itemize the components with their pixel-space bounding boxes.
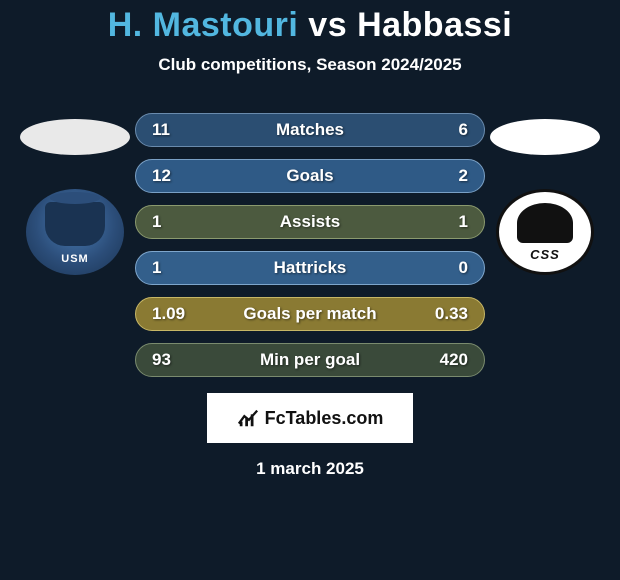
left-side	[15, 113, 135, 275]
stat-left-value: 11	[152, 120, 194, 140]
stat-left-value: 1.09	[152, 304, 194, 324]
stat-row: 1.09 Goals per match 0.33	[135, 297, 485, 331]
club-crest-right	[496, 189, 594, 275]
stat-label: Hattricks	[274, 258, 347, 278]
branding-badge: FcTables.com	[207, 393, 413, 443]
player2-silhouette	[490, 119, 600, 155]
vs-text: vs	[308, 6, 347, 44]
stat-row: 1 Hattricks 0	[135, 251, 485, 285]
stat-right-value: 6	[426, 120, 468, 140]
stat-right-value: 0	[426, 258, 468, 278]
crest-right-icon	[517, 203, 573, 243]
stat-label: Assists	[280, 212, 340, 232]
club-crest-left	[26, 189, 124, 275]
stat-left-value: 12	[152, 166, 194, 186]
stat-right-value: 420	[426, 350, 468, 370]
page-title: H. Mastouri vs Habbassi	[0, 6, 620, 45]
crest-left-icon	[45, 202, 105, 246]
player1-silhouette	[20, 119, 130, 155]
stat-row: 11 Matches 6	[135, 113, 485, 147]
stats-column: 11Matches612Goals21Assists11Hattricks01.…	[135, 113, 485, 377]
stat-left-value: 1	[152, 212, 194, 232]
stat-left-value: 93	[152, 350, 194, 370]
player2-name: Habbassi	[357, 6, 512, 44]
stat-row: 1 Assists 1	[135, 205, 485, 239]
stat-left-value: 1	[152, 258, 194, 278]
date-label: 1 march 2025	[0, 459, 620, 479]
branding-label: FcTables.com	[265, 408, 384, 429]
stat-right-value: 2	[426, 166, 468, 186]
content-row: 11Matches612Goals21Assists11Hattricks01.…	[0, 113, 620, 377]
chart-icon	[237, 407, 259, 429]
stat-right-value: 1	[426, 212, 468, 232]
stat-label: Min per goal	[260, 350, 360, 370]
stat-label: Matches	[276, 120, 344, 140]
stat-row: 93 Min per goal 420	[135, 343, 485, 377]
stat-right-value: 0.33	[426, 304, 468, 324]
subtitle: Club competitions, Season 2024/2025	[0, 55, 620, 75]
stat-label: Goals	[286, 166, 333, 186]
comparison-card: H. Mastouri vs Habbassi Club competition…	[0, 0, 620, 479]
right-side	[485, 113, 605, 275]
stat-label: Goals per match	[243, 304, 376, 324]
stat-row: 12 Goals 2	[135, 159, 485, 193]
player1-name: H. Mastouri	[108, 6, 299, 44]
